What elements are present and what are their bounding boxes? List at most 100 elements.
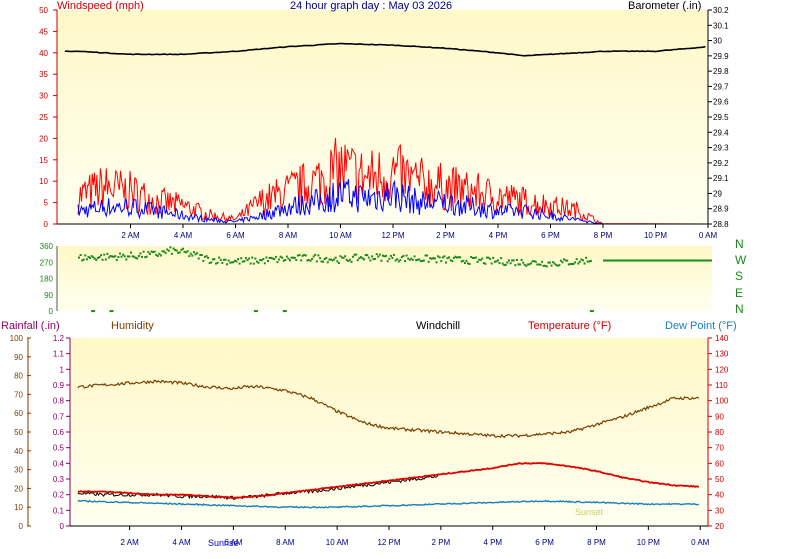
direction-point bbox=[79, 254, 82, 256]
direction-point bbox=[413, 255, 416, 258]
direction-point bbox=[317, 254, 320, 257]
temperature-tick-label: 60 bbox=[715, 459, 724, 468]
direction-point bbox=[312, 255, 315, 258]
direction-point bbox=[367, 256, 370, 259]
windspeed-tick-label: 30 bbox=[39, 92, 48, 101]
direction-point bbox=[463, 262, 466, 264]
humidity-tick-label: 0 bbox=[19, 522, 24, 531]
direction-point bbox=[369, 259, 372, 262]
direction-point bbox=[462, 259, 465, 262]
direction-point bbox=[385, 254, 388, 257]
humidity-tick-label: 80 bbox=[14, 372, 23, 381]
direction-point bbox=[229, 261, 232, 264]
direction-point bbox=[107, 256, 110, 259]
direction-point bbox=[498, 262, 501, 265]
direction-point bbox=[575, 258, 578, 261]
direction-point bbox=[355, 253, 358, 256]
rainfall-tick-label: 0.9 bbox=[53, 381, 65, 390]
direction-point bbox=[263, 262, 266, 265]
windspeed-tick-label: 25 bbox=[39, 113, 48, 122]
direction-point bbox=[533, 260, 536, 263]
direction-point bbox=[188, 255, 191, 258]
direction-point bbox=[103, 253, 106, 256]
direction-point bbox=[93, 257, 96, 260]
temperature-tick-label: 30 bbox=[715, 506, 724, 515]
direction-point bbox=[87, 255, 90, 258]
top-x-tick-label: 2 AM bbox=[121, 231, 140, 240]
top-x-tick-label: 12 PM bbox=[381, 231, 404, 240]
direction-point bbox=[377, 255, 380, 258]
temperature-tick-label: 50 bbox=[715, 475, 724, 484]
direction-point bbox=[262, 258, 265, 260]
direction-tick-label: 180 bbox=[40, 275, 54, 284]
direction-point bbox=[558, 264, 561, 267]
windspeed-tick-label: 10 bbox=[39, 177, 48, 186]
direction-point bbox=[289, 259, 291, 262]
direction-point bbox=[215, 262, 217, 265]
direction-point bbox=[358, 257, 361, 260]
windspeed-series-line bbox=[77, 137, 709, 225]
direction-point bbox=[117, 256, 120, 258]
graph-title: 24 hour graph day : May 03 2026 bbox=[290, 0, 453, 12]
direction-point bbox=[572, 262, 575, 265]
direction-point bbox=[136, 257, 139, 260]
direction-point bbox=[371, 255, 373, 258]
direction-point bbox=[397, 260, 400, 263]
direction-point bbox=[218, 256, 221, 259]
direction-point bbox=[296, 254, 299, 257]
direction-point bbox=[235, 260, 238, 263]
bottom-x-tick-label: 2 AM bbox=[121, 538, 140, 547]
direction-point bbox=[545, 265, 548, 268]
rainfall-tick-label: 1.1 bbox=[53, 350, 65, 359]
windspeed-tick-label: 40 bbox=[39, 49, 48, 58]
direction-point bbox=[126, 255, 129, 258]
direction-point bbox=[205, 255, 208, 258]
direction-point bbox=[553, 262, 556, 265]
direction-point bbox=[271, 257, 274, 260]
direction-point bbox=[106, 252, 109, 255]
bottom-plot-area bbox=[70, 338, 708, 526]
direction-point bbox=[530, 262, 532, 265]
humidity-tick-label: 50 bbox=[14, 428, 23, 437]
rainfall-tick-label: 0 bbox=[60, 522, 65, 531]
direction-point bbox=[555, 264, 558, 267]
direction-point bbox=[336, 260, 339, 263]
direction-point bbox=[204, 255, 206, 258]
direction-point bbox=[309, 259, 312, 262]
temperature-series-line bbox=[77, 461, 699, 500]
temperature-tick-label: 140 bbox=[715, 334, 729, 343]
direction-point bbox=[175, 249, 178, 252]
direction-point bbox=[487, 256, 490, 259]
humidity-tick-label: 60 bbox=[14, 409, 23, 418]
direction-point bbox=[199, 254, 202, 256]
bottom-x-tick-label: 10 AM bbox=[326, 538, 349, 547]
direction-point bbox=[177, 251, 180, 254]
barometer-tick-label: 29.8 bbox=[713, 67, 729, 76]
direction-point bbox=[422, 259, 425, 262]
direction-point bbox=[415, 259, 418, 262]
direction-point bbox=[567, 263, 570, 266]
direction-point bbox=[125, 258, 128, 261]
direction-point bbox=[237, 258, 240, 261]
direction-point bbox=[122, 253, 125, 256]
direction-point bbox=[240, 257, 243, 260]
direction-point bbox=[388, 257, 391, 260]
bottom-x-tick-label: 4 PM bbox=[483, 538, 502, 547]
direction-point bbox=[134, 256, 137, 259]
direction-point bbox=[270, 256, 273, 259]
direction-point bbox=[400, 256, 403, 259]
direction-point bbox=[485, 256, 488, 259]
windspeed-tick-label: 20 bbox=[39, 134, 48, 143]
direction-point bbox=[282, 259, 285, 262]
direction-point bbox=[123, 255, 126, 258]
direction-point bbox=[542, 264, 545, 267]
direction-point bbox=[389, 254, 392, 257]
direction-point bbox=[550, 264, 553, 267]
direction-point bbox=[196, 252, 199, 255]
direction-point bbox=[100, 254, 103, 257]
direction-point bbox=[78, 256, 80, 259]
direction-point bbox=[194, 253, 197, 256]
direction-point bbox=[252, 262, 255, 265]
